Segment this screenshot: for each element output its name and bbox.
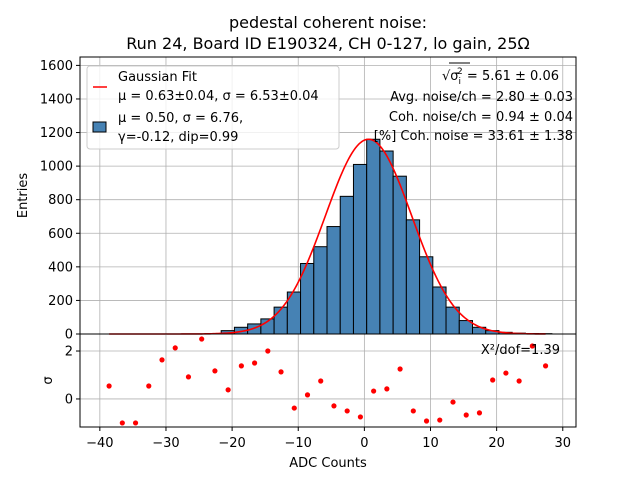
residual-point [132, 420, 139, 426]
y-tick-label: 0 [65, 392, 73, 407]
histogram-bar [419, 256, 434, 335]
residual-point [278, 369, 284, 375]
residual-point [397, 366, 403, 372]
y-axis-label: Entries [16, 173, 31, 219]
histogram-bar [313, 246, 328, 335]
x-tick-label: −30 [152, 436, 179, 451]
residual-points [106, 336, 549, 426]
stats-annotations: √σi2 = 5.61 ± 0.06 Avg. noise/ch = 2.80 … [374, 62, 573, 144]
legend-box [86, 65, 340, 150]
residual-y-axis-label: σ [41, 376, 56, 384]
y-tick-label: 200 [48, 294, 73, 309]
annotation-coh-noise-percent: [%] Coh. noise = 33.61 ± 1.38 [374, 129, 573, 144]
residual-point [384, 386, 390, 392]
y-tick-label: 1600 [40, 59, 73, 74]
histogram-bar [392, 175, 407, 335]
y-tick-label: 1200 [40, 126, 73, 141]
legend: Gaussian Fit μ = 0.63±0.04, σ = 6.53±0.0… [86, 65, 340, 150]
annotation-coh-noise: Coh. noise/ch = 0.94 ± 0.04 [389, 110, 573, 125]
residual-point [463, 412, 469, 418]
x-tick-label: −20 [218, 436, 245, 451]
residual-point [238, 363, 244, 369]
x-tick-label: 0 [360, 436, 368, 451]
residual-point [251, 360, 258, 366]
x-tick-label: 10 [422, 436, 439, 451]
residual-point [490, 377, 496, 383]
annotation-sqrt-sigma: √σi2 = 5.61 ± 0.06 [442, 67, 559, 87]
residual-point [503, 370, 509, 376]
residual-point [304, 392, 311, 398]
residual-point [516, 378, 522, 384]
legend-hist-shape: γ=-0.12, dip=0.99 [118, 130, 238, 145]
residual-point [476, 410, 483, 416]
y-tick-label: 0 [65, 328, 73, 343]
residual-point [344, 408, 350, 414]
residual-point [318, 378, 324, 384]
residual-point [199, 336, 205, 342]
main-y-ticks: 0 200 400 600 800 1000 1200 1400 1600 [40, 59, 80, 343]
residual-y-ticks: 02 [65, 345, 80, 407]
residual-point [172, 345, 178, 351]
residual-point [357, 414, 364, 420]
legend-fit-params: μ = 0.63±0.04, σ = 6.53±0.04 [118, 89, 319, 104]
residual-point [437, 417, 443, 423]
chart-title: pedestal coherent noise: [229, 13, 427, 32]
y-tick-label: 600 [48, 227, 73, 242]
x-ticks: −40 −30 −20 −10 0 10 20 30 [86, 427, 571, 451]
chi2-annotation: X²/dof=1.39 [481, 343, 560, 358]
residual-point [529, 343, 535, 349]
histogram-bar [379, 150, 394, 335]
residual-grid [80, 334, 576, 427]
residual-point [423, 418, 430, 424]
residual-point [450, 399, 456, 405]
residual-point [371, 388, 377, 394]
y-tick-label: 400 [48, 260, 73, 275]
legend-fit-label: Gaussian Fit [118, 70, 197, 85]
histogram-bar [352, 163, 368, 335]
annotation-avg-noise: Avg. noise/ch = 2.80 ± 0.03 [390, 90, 573, 105]
y-tick-label: 2 [65, 345, 73, 360]
x-tick-label: 30 [554, 436, 571, 451]
residual-point [106, 383, 112, 389]
residual-point [159, 357, 165, 363]
residual-point [146, 383, 152, 389]
histogram-bar [339, 195, 354, 335]
y-tick-label: 1000 [40, 160, 73, 175]
residual-point [185, 374, 192, 380]
residual-point [265, 348, 271, 354]
residual-point [119, 420, 125, 426]
x-tick-label: −40 [86, 436, 113, 451]
legend-hist-patch-icon [92, 121, 107, 133]
y-tick-label: 800 [48, 193, 73, 208]
histogram-bar [432, 286, 447, 335]
x-axis-label: ADC Counts [289, 456, 367, 471]
residual-axes-frame [79, 333, 577, 428]
histogram-bar [405, 219, 421, 335]
residual-point [331, 403, 337, 409]
legend-hist-params: μ = 0.50, σ = 6.76, [118, 111, 243, 126]
histogram-bar [366, 138, 381, 335]
histogram-bar [273, 306, 288, 335]
x-tick-label: 20 [488, 436, 505, 451]
residual-point [410, 408, 416, 414]
histogram-bar [326, 226, 341, 335]
histogram-bars [207, 138, 553, 335]
residual-point [225, 387, 231, 393]
y-tick-label: 1400 [40, 92, 73, 107]
chart-subtitle: Run 24, Board ID E190324, CH 0-127, lo g… [126, 34, 529, 53]
x-tick-label: −10 [285, 436, 312, 451]
residual-point [212, 368, 218, 374]
residual-point [291, 405, 297, 411]
residual-point [542, 363, 549, 369]
